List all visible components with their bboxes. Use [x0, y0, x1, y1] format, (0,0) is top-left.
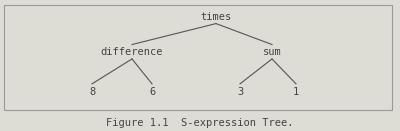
- Text: Figure 1.1  S-expression Tree.: Figure 1.1 S-expression Tree.: [106, 118, 294, 128]
- Text: difference: difference: [101, 47, 163, 57]
- Text: 1: 1: [293, 87, 299, 97]
- Text: 3: 3: [237, 87, 243, 97]
- Bar: [4, 5, 392, 110]
- Text: sum: sum: [263, 47, 281, 57]
- Text: times: times: [200, 12, 232, 22]
- Text: 8: 8: [89, 87, 95, 97]
- Text: 6: 6: [149, 87, 155, 97]
